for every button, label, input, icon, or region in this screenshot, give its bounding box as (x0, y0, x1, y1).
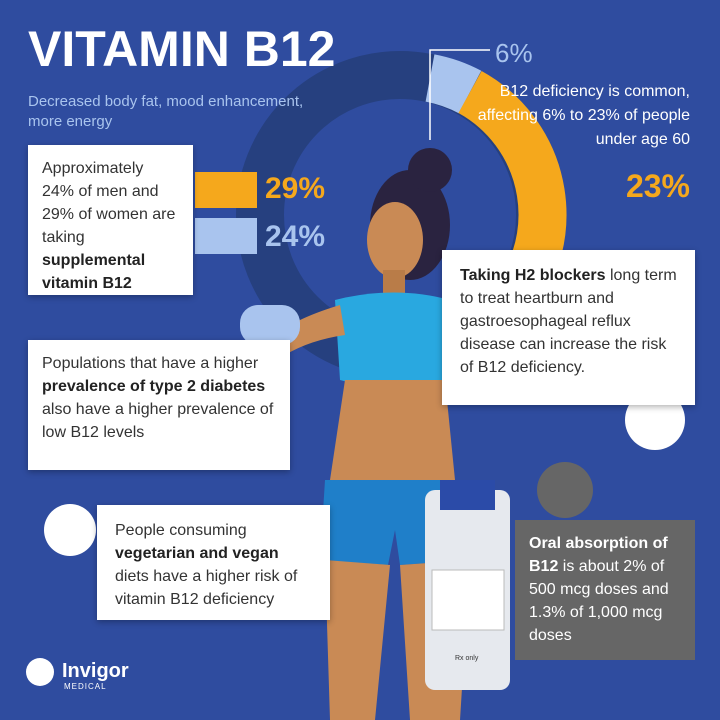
oral-card: Oral absorption of B12 is about 2% of 50… (515, 520, 695, 660)
torso (330, 380, 455, 480)
text: People consuming (115, 522, 247, 539)
ring-low (424, 54, 482, 114)
bold-text: vegetarian and vegan (115, 545, 279, 562)
supplement-card: Approximately 24% of men and 29% of wome… (28, 145, 193, 295)
logo-sub: MEDICAL (64, 682, 107, 691)
subtitle: Decreased body fat, mood enhancement, mo… (28, 93, 304, 130)
top (335, 292, 450, 388)
bold-text: Oral absorption of B12 (529, 535, 668, 575)
low-stat: 6% (495, 38, 533, 68)
text: Populations that have a higher (42, 355, 259, 372)
logo-name: Invigor (62, 660, 129, 682)
bun (408, 148, 452, 192)
men-box (195, 218, 257, 254)
text: Approximately 24% of men and 29% of wome… (42, 160, 176, 246)
text: diets have a higher risk of vitamin B12 … (115, 568, 298, 608)
eggplant-icon (44, 504, 96, 556)
text: also have a higher prevalence of low B12… (42, 401, 274, 441)
deficiency-text: B12 deficiency is common, affecting 6% t… (477, 83, 690, 148)
h2-card: Taking H2 blockers long term to treat he… (442, 250, 695, 405)
leader (429, 49, 490, 140)
vegan-card: People consuming vegetarian and vegan di… (97, 505, 330, 620)
text: is about 2% of 500 mcg doses and 1.3% of… (529, 558, 669, 644)
vial-text: Rx only (455, 655, 479, 662)
neck (383, 270, 405, 300)
bold-text: Taking H2 blockers (460, 267, 606, 284)
vial-cap (440, 480, 495, 510)
logo-mark (26, 658, 54, 686)
stomach-icon (625, 390, 685, 450)
face (367, 202, 423, 278)
pill-icon (537, 462, 593, 518)
bold-text: supplemental vitamin B12 (42, 252, 146, 292)
men-stat: 24% (265, 220, 326, 253)
vial-label (431, 569, 505, 631)
women-stat: 29% (265, 172, 326, 205)
bold-text: prevalence of type 2 diabetes (42, 378, 266, 395)
women-box (195, 172, 257, 208)
diabetes-card: Populations that have a higher prevalenc… (28, 340, 290, 470)
text: long term to treat heartburn and gastroe… (460, 267, 677, 376)
dumbbell (240, 305, 300, 345)
high-stat: 23% (625, 168, 690, 204)
title: VITAMIN B12 (28, 21, 336, 77)
